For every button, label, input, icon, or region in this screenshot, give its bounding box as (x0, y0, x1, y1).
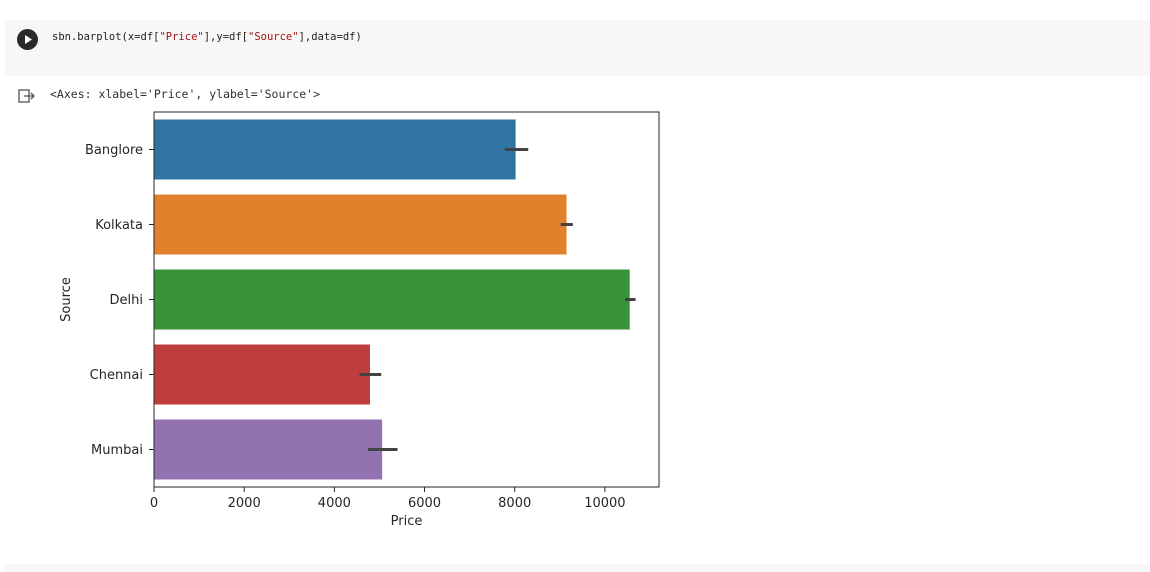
code-string-price: "Price" (159, 31, 204, 43)
bar-mumbai (154, 419, 383, 480)
code-prefix: sbn.barplot(x=df[ (52, 31, 160, 43)
x-tick-label: 2000 (228, 496, 261, 511)
bar-delhi (154, 269, 630, 330)
run-cell-button[interactable] (17, 29, 38, 50)
output-toggle-icon[interactable] (17, 88, 37, 104)
y-tick-label-delhi: Delhi (110, 293, 143, 308)
y-ticks-layer: Banglore Kolkata Delhi Chennai Mumbai (85, 143, 154, 458)
y-tick-label-kolkata: Kolkata (95, 218, 143, 233)
bar-kolkata (154, 194, 567, 255)
bar-chennai (154, 344, 370, 405)
barplot-chart: Banglore Kolkata Delhi Chennai Mumbai 0 2000 4… (59, 111, 660, 529)
code-mid: ],y=df[ (203, 31, 248, 43)
x-axis-label: Price (391, 514, 423, 529)
x-tick-label: 8000 (498, 496, 531, 511)
output-repr-text: <Axes: xlabel='Price', ylabel='Source'> (50, 87, 321, 101)
x-ticks-layer: 0 2000 4000 6000 8000 10000 (150, 487, 626, 511)
y-axis-label: Source (59, 277, 74, 322)
x-tick-label: 10000 (584, 496, 625, 511)
x-tick-label: 0 (150, 496, 158, 511)
y-tick-label-banglore: Banglore (85, 143, 143, 158)
bars-layer (154, 119, 630, 480)
play-icon (25, 35, 32, 44)
y-tick-label-mumbai: Mumbai (91, 443, 143, 458)
errorbars-layer (359, 148, 636, 451)
x-tick-label: 4000 (318, 496, 351, 511)
next-cell[interactable] (5, 564, 1150, 572)
y-tick-label-chennai: Chennai (90, 368, 143, 383)
code-cell[interactable]: sbn.barplot(x=df["Price"],y=df["Source"]… (5, 20, 1150, 76)
code-suffix: ],data=df) (298, 31, 362, 43)
x-tick-label: 6000 (408, 496, 441, 511)
code-string-source: "Source" (248, 31, 299, 43)
code-editor[interactable]: sbn.barplot(x=df["Price"],y=df["Source"]… (52, 31, 362, 43)
bar-banglore (154, 119, 516, 180)
